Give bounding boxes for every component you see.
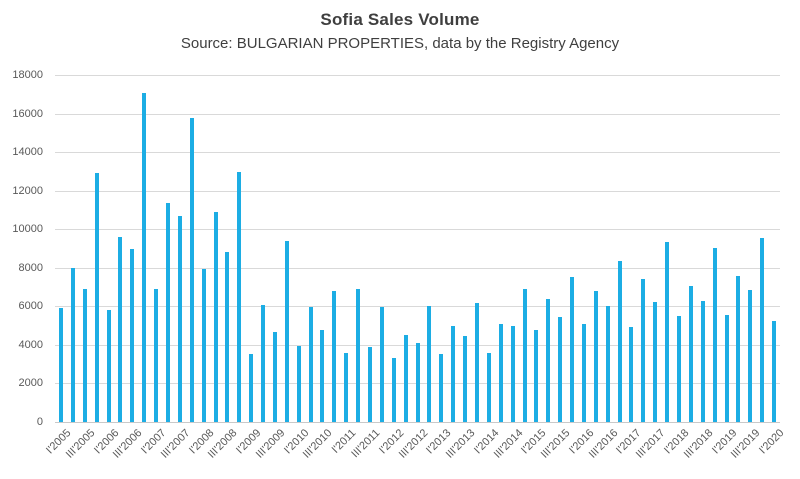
bar-III'2005: [82, 289, 87, 422]
bar-IV'2018: [712, 247, 717, 422]
bar-II'2007: [165, 203, 170, 422]
gridline: [55, 306, 780, 308]
bar-III'2008: [225, 252, 230, 422]
bar-IV'2006: [142, 93, 147, 422]
bar-III'2017: [653, 301, 658, 422]
y-tick-label: 8000: [18, 261, 43, 274]
bar-II'2019: [736, 275, 741, 422]
bar-IV'2005: [94, 173, 99, 422]
bar-III'2013: [463, 336, 467, 422]
bar-II'2008: [213, 211, 218, 422]
bar-III'2019: [748, 289, 753, 422]
bar-IV'2015: [570, 277, 574, 422]
bar-II'2011: [356, 289, 361, 422]
bar-II'2009: [261, 305, 265, 422]
y-tick-label: 14000: [12, 146, 43, 159]
bar-II'2014: [498, 323, 503, 422]
bar-I'2016: [581, 323, 586, 422]
y-tick-label: 16000: [12, 107, 43, 120]
bar-I'2006: [106, 310, 111, 422]
bar-IV'2013: [474, 303, 479, 422]
gridline: [55, 75, 780, 76]
bar-IV'2009: [284, 240, 289, 422]
y-tick-label: 4000: [18, 338, 43, 351]
bar-II'2012: [403, 335, 408, 423]
bar-III'2009: [272, 332, 277, 422]
bar-IV'2010: [332, 290, 337, 422]
bar-II'2006: [118, 236, 123, 422]
bar-IV'2007: [189, 118, 194, 422]
bar-III'2006: [130, 248, 135, 422]
bar-IV'2019: [760, 237, 765, 422]
bar-I'2011: [344, 352, 349, 422]
y-tick-label: 2000: [18, 377, 43, 390]
bar-I'2015: [534, 330, 539, 422]
bar-I'2007: [154, 289, 158, 422]
bar-II'2016: [593, 290, 598, 422]
gridline: [55, 229, 780, 231]
bar-II'2013: [451, 325, 456, 422]
y-tick-label: 18000: [12, 69, 43, 81]
gridline: [55, 113, 780, 115]
bar-III'2018: [700, 300, 705, 422]
bar-IV'2008: [237, 172, 242, 422]
bar-III'2014: [510, 325, 515, 422]
bar-II'2017: [641, 279, 646, 422]
bar-I'2010: [296, 345, 301, 422]
x-axis-line: [55, 422, 780, 423]
y-tick-label: 12000: [12, 184, 43, 197]
y-tick-label: 10000: [12, 223, 43, 236]
bar-I'2020: [772, 320, 777, 422]
bar-II'2010: [308, 307, 313, 422]
chart-title: Sofia Sales Volume: [320, 10, 480, 29]
bar-I'2008: [201, 268, 206, 422]
bar-I'2005: [58, 308, 63, 422]
y-tick-label: 6000: [18, 300, 43, 313]
y-tick-label: 0: [36, 416, 43, 428]
bar-II'2015: [546, 298, 551, 422]
bar-III'2012: [415, 343, 420, 422]
bar-IV'2014: [522, 289, 527, 422]
bar-IV'2012: [427, 306, 432, 422]
bar-I'2013: [439, 353, 444, 422]
bar-I'2014: [486, 352, 491, 422]
bar-IV'2016: [617, 261, 622, 422]
x-tick-label: I'2020: [757, 427, 787, 457]
bar-II'2005: [70, 267, 75, 422]
gridline: [55, 152, 780, 154]
bar-III'2010: [320, 329, 325, 422]
gridline: [55, 190, 780, 192]
bar-IV'2017: [665, 241, 670, 422]
gridline: [55, 267, 780, 269]
bar-I'2018: [677, 316, 681, 422]
chart-subtitle: Source: BULGARIAN PROPERTIES, data by th…: [180, 35, 620, 52]
bar-III'2016: [605, 306, 610, 422]
bar-III'2007: [177, 215, 182, 422]
bar-I'2019: [724, 315, 729, 422]
bar-III'2015: [558, 316, 563, 422]
bar-IV'2011: [379, 307, 384, 422]
bar-I'2017: [629, 326, 634, 422]
bar-I'2009: [249, 353, 254, 422]
bar-I'2012: [391, 358, 396, 422]
bar-III'2011: [368, 346, 372, 422]
bar-II'2018: [688, 286, 693, 422]
